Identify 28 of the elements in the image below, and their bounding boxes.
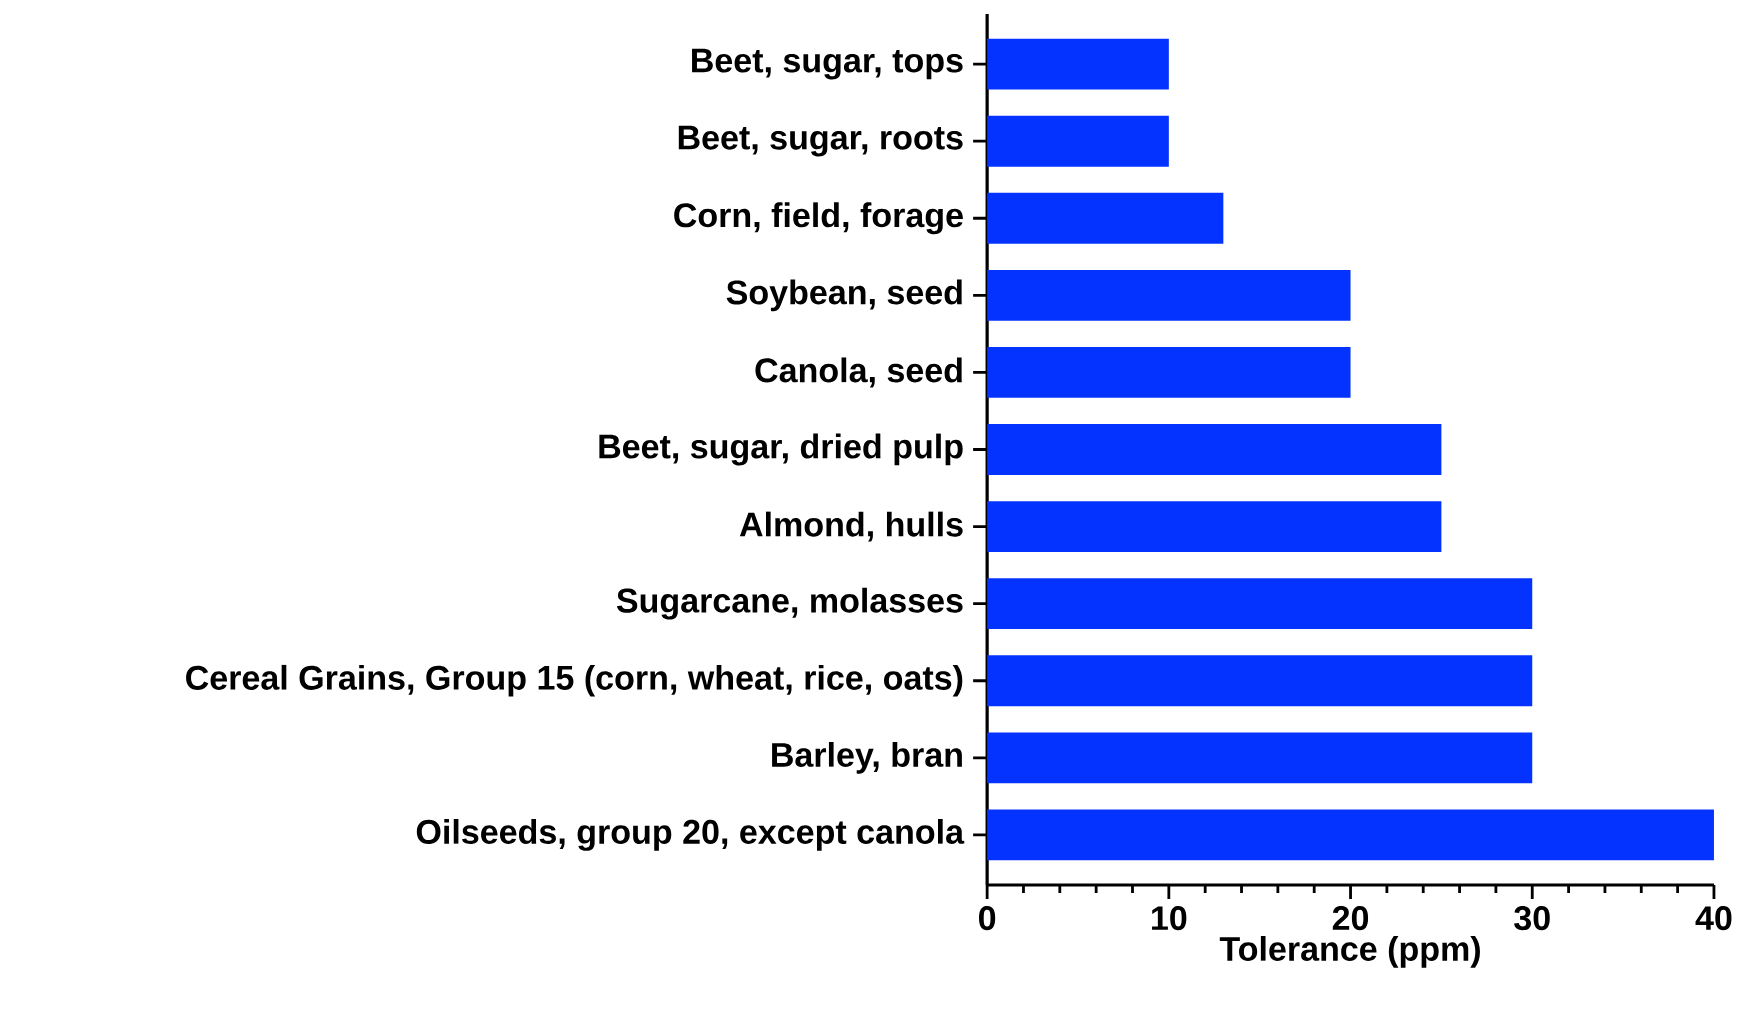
y-tick-label: Barley, bran [772, 741, 962, 774]
bar [987, 38, 1169, 90]
y-tick-label: Canola, seed [755, 357, 962, 388]
x-tick-label: 30 [1514, 906, 1550, 931]
bar [987, 346, 1351, 398]
y-tick-label: Cereal Grains, Group 15 (corn, wheat, rice, oats) [186, 664, 963, 697]
x-tick-label: 20 [1332, 906, 1369, 931]
bar [987, 269, 1351, 321]
bar [987, 424, 1442, 475]
x-tick-label: 40 [1695, 906, 1732, 931]
y-tick-label: Oilseeds, group 20, except canola [416, 818, 965, 851]
bar [987, 655, 1533, 707]
bar [987, 501, 1442, 552]
y-tick-label: Corn, field, forage [674, 202, 963, 235]
y-tick-label: Beet, sugar, tops [692, 48, 963, 80]
bar [987, 115, 1169, 167]
x-tick-label: 0 [979, 906, 996, 931]
y-tick-label: Beet, sugar, dried pulp [599, 433, 963, 466]
y-tick-label: Soybean, seed [726, 279, 962, 312]
bar [987, 809, 1714, 861]
bar [987, 578, 1533, 630]
bar [987, 732, 1533, 784]
y-tick-label: Almond, hulls [739, 511, 963, 542]
bar [987, 192, 1224, 244]
y-tick-label: Sugarcane, molasses [616, 587, 963, 620]
y-tick-label: Beet, sugar, roots [678, 125, 963, 157]
x-axis-title: Tolerance (ppm) [1219, 935, 1480, 968]
x-tick-label: 10 [1152, 906, 1187, 931]
